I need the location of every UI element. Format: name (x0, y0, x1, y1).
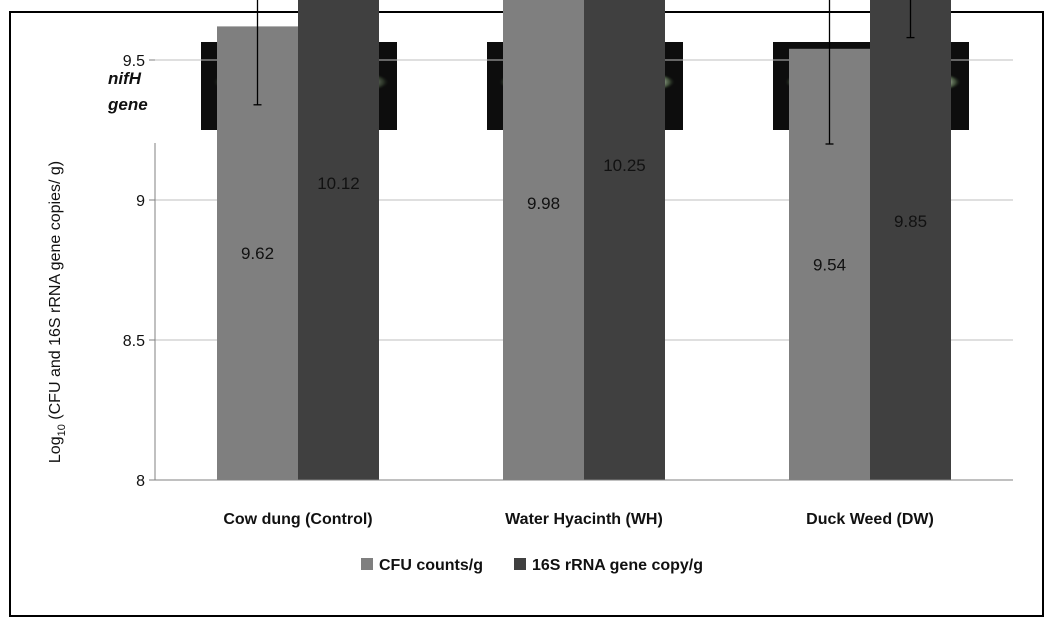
bars (217, 0, 951, 481)
y-tick-label: 9 (136, 193, 145, 210)
data-label: 9.98 (527, 194, 560, 213)
data-label: 10.12 (317, 174, 360, 193)
y-tick-label: 8.5 (123, 333, 145, 350)
data-label: 10.25 (603, 156, 646, 175)
legend-swatch (361, 558, 373, 570)
gel-label-line2: gene (107, 95, 148, 114)
y-axis-label-rest: (CFU and 16S rRNA gene copies/ g) (47, 161, 64, 424)
y-tick-label: 9.5 (123, 53, 145, 70)
bar (870, 0, 951, 480)
legend-label: 16S rRNA gene copy/g (532, 557, 703, 574)
category-label: Duck Weed (DW) (806, 511, 934, 528)
y-axis-label-sub: 10 (56, 424, 68, 436)
data-label: 9.85 (894, 212, 927, 231)
y-axis-label: Log10 (CFU and 16S rRNA gene copies/ g) (47, 161, 68, 463)
legend-label: CFU counts/g (379, 557, 483, 574)
legend: CFU counts/g 16S rRNA gene copy/g (361, 557, 703, 574)
y-tick-label: 8 (136, 473, 145, 490)
data-label: 9.54 (813, 255, 846, 274)
data-label: 9.62 (241, 244, 274, 263)
y-axis-label-main: Log (47, 436, 64, 463)
bar (584, 0, 665, 480)
category-label: Cow dung (Control) (223, 511, 372, 528)
legend-swatch (514, 558, 526, 570)
gel-label-line1: nifH (108, 69, 142, 88)
bar (298, 0, 379, 480)
axes (149, 59, 1013, 481)
category-label: Water Hyacinth (WH) (505, 511, 663, 528)
bar (503, 0, 584, 481)
